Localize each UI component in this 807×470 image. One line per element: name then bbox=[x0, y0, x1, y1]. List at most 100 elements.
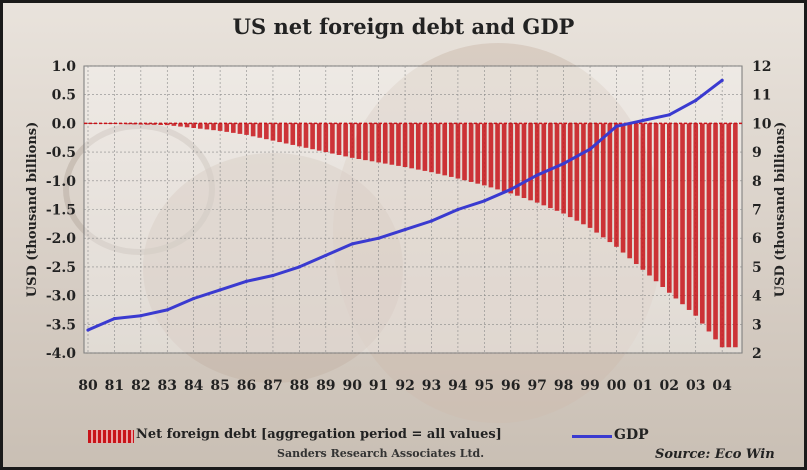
debt-bar bbox=[621, 123, 626, 252]
debt-bar bbox=[634, 123, 639, 264]
credit-text: Sanders Research Associates Ltd. bbox=[277, 447, 484, 460]
debt-bar bbox=[277, 123, 282, 142]
gdp-point bbox=[351, 242, 354, 245]
debt-bar bbox=[297, 123, 302, 146]
gdp-point bbox=[166, 308, 169, 311]
gdp-point bbox=[139, 314, 142, 317]
x-tick-label: 02 bbox=[660, 378, 679, 394]
debt-bar bbox=[660, 123, 665, 287]
debt-bar bbox=[205, 123, 210, 129]
debt-bar bbox=[475, 123, 480, 183]
y-right-tick-label: 11 bbox=[752, 88, 771, 104]
debt-bar bbox=[403, 123, 408, 167]
debt-bar bbox=[264, 123, 269, 139]
y-left-tick-label: -1.0 bbox=[46, 174, 76, 190]
debt-bar bbox=[376, 123, 381, 162]
debt-bar bbox=[535, 123, 540, 202]
x-tick-label: 94 bbox=[448, 378, 468, 394]
debt-bar bbox=[152, 123, 157, 124]
x-tick-label: 86 bbox=[237, 378, 256, 394]
debt-bar bbox=[112, 123, 117, 124]
x-tick-label: 93 bbox=[422, 378, 441, 394]
legend-debt-swatch bbox=[88, 430, 134, 443]
debt-bar bbox=[238, 123, 243, 133]
debt-bar bbox=[244, 123, 249, 134]
y-left-tick-label: -1.5 bbox=[46, 203, 76, 219]
x-tick-label: 97 bbox=[527, 378, 546, 394]
gdp-point bbox=[536, 173, 539, 176]
debt-bar bbox=[323, 123, 328, 152]
debt-bar bbox=[310, 123, 315, 149]
y-left-tick-label: 0.0 bbox=[52, 116, 77, 132]
debt-bar bbox=[528, 123, 533, 200]
y-left-tick-label: 1.0 bbox=[52, 59, 77, 75]
debt-bar bbox=[502, 123, 507, 191]
legend-debt-label: Net foreign debt [aggregation period = a… bbox=[136, 427, 502, 442]
y-left-tick-label: -2.0 bbox=[46, 231, 76, 247]
gdp-point bbox=[324, 254, 327, 257]
debt-bar bbox=[594, 123, 599, 232]
gdp-point bbox=[192, 297, 195, 300]
gdp-point bbox=[641, 119, 644, 122]
y-right-tick-label: 9 bbox=[752, 145, 762, 161]
debt-bar bbox=[119, 123, 124, 124]
debt-bar bbox=[733, 123, 738, 347]
debt-bar bbox=[185, 123, 190, 127]
gdp-point bbox=[298, 265, 301, 268]
gdp-point bbox=[245, 280, 248, 283]
debt-bar bbox=[198, 123, 203, 128]
debt-bar bbox=[132, 123, 137, 124]
debt-bar bbox=[390, 123, 395, 164]
y-right-axis-title: USD (thousand billions) bbox=[773, 122, 788, 298]
debt-bar bbox=[158, 123, 163, 125]
debt-bar bbox=[575, 123, 580, 220]
gdp-point bbox=[430, 219, 433, 222]
debt-bar bbox=[191, 123, 196, 128]
gdp-point bbox=[377, 237, 380, 240]
y-left-tick-label: 0.5 bbox=[52, 88, 76, 104]
debt-bar bbox=[561, 123, 566, 213]
debt-bar bbox=[707, 123, 712, 331]
debt-bar bbox=[145, 123, 150, 124]
legend-gdp-swatch bbox=[572, 435, 612, 438]
debt-bar bbox=[290, 123, 295, 145]
gdp-point bbox=[668, 113, 671, 116]
debt-bar bbox=[449, 123, 454, 177]
y-right-tick-label: 3 bbox=[752, 317, 762, 333]
x-tick-label: 91 bbox=[369, 378, 388, 394]
gdp-point bbox=[271, 274, 274, 277]
y-right-tick-label: 4 bbox=[752, 289, 762, 305]
y-right-tick-label: 7 bbox=[752, 203, 762, 219]
debt-bar bbox=[667, 123, 672, 292]
x-tick-label: 01 bbox=[633, 378, 652, 394]
gdp-point bbox=[483, 199, 486, 202]
debt-bar bbox=[172, 123, 177, 125]
debt-bar bbox=[350, 123, 355, 157]
debt-bar bbox=[726, 123, 731, 347]
y-right-tick-label: 8 bbox=[752, 174, 762, 190]
debt-bar bbox=[568, 123, 573, 217]
debt-bar bbox=[251, 123, 256, 136]
debt-bar bbox=[271, 123, 276, 140]
y-left-tick-label: -0.5 bbox=[46, 145, 76, 161]
y-left-tick-label: -3.0 bbox=[46, 289, 76, 305]
debt-bar bbox=[720, 123, 725, 347]
debt-bar bbox=[357, 123, 362, 159]
debt-bar bbox=[396, 123, 401, 165]
debt-bar bbox=[284, 123, 289, 143]
x-tick-label: 98 bbox=[554, 378, 573, 394]
gdp-point bbox=[509, 188, 512, 191]
debt-bar bbox=[343, 123, 348, 156]
debt-bar bbox=[614, 123, 619, 246]
debt-bar bbox=[125, 123, 130, 124]
x-tick-label: 88 bbox=[290, 378, 309, 394]
debt-bar bbox=[363, 123, 368, 160]
x-tick-label: 83 bbox=[158, 378, 177, 394]
legend-gdp-label: GDP bbox=[614, 427, 649, 443]
debt-bar bbox=[674, 123, 679, 298]
debt-bar bbox=[337, 123, 342, 155]
debt-bar bbox=[86, 123, 91, 124]
x-tick-label: 89 bbox=[316, 378, 335, 394]
debt-bar bbox=[178, 123, 183, 126]
